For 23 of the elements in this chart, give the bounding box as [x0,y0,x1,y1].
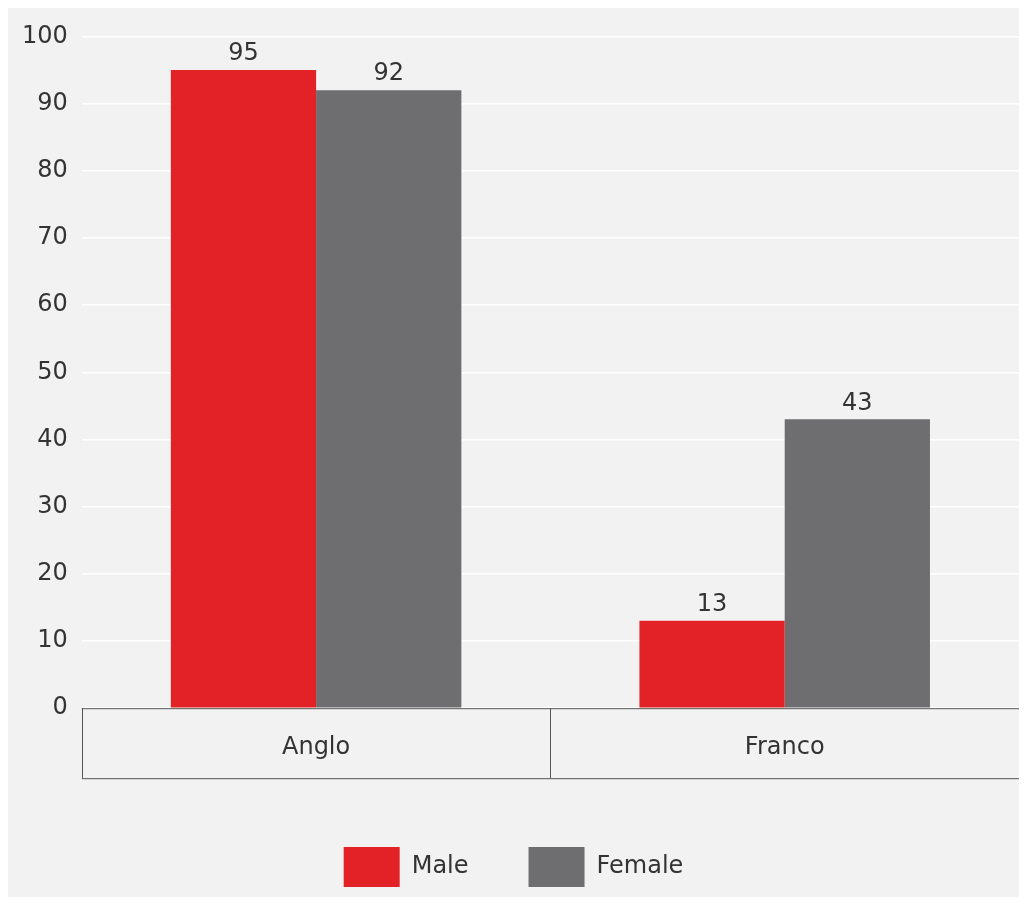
data-label: 95 [228,38,259,67]
legend-label: Male [411,851,469,880]
bar [170,69,317,708]
x-tick-label: Anglo [282,731,351,760]
y-tick-label: 80 [37,154,68,183]
y-tick-label: 0 [52,692,68,721]
y-tick-label: 70 [37,222,68,251]
data-label: 13 [696,589,728,618]
y-tick-label: 40 [37,423,68,452]
y-tick-label: 30 [37,490,68,519]
y-tick-label: 60 [37,289,68,318]
data-label: 92 [373,58,405,87]
bar [784,419,930,708]
legend-label: Female [596,851,684,880]
bar [639,620,785,708]
x-tick-label: Franco [744,731,825,760]
data-label: 43 [842,387,873,416]
y-tick-label: 50 [37,356,68,385]
y-tick-label: 10 [37,625,68,654]
bar [316,90,462,708]
y-tick-label: 20 [37,558,68,587]
y-tick-label: 90 [37,87,68,116]
y-tick-label: 100 [22,20,68,49]
